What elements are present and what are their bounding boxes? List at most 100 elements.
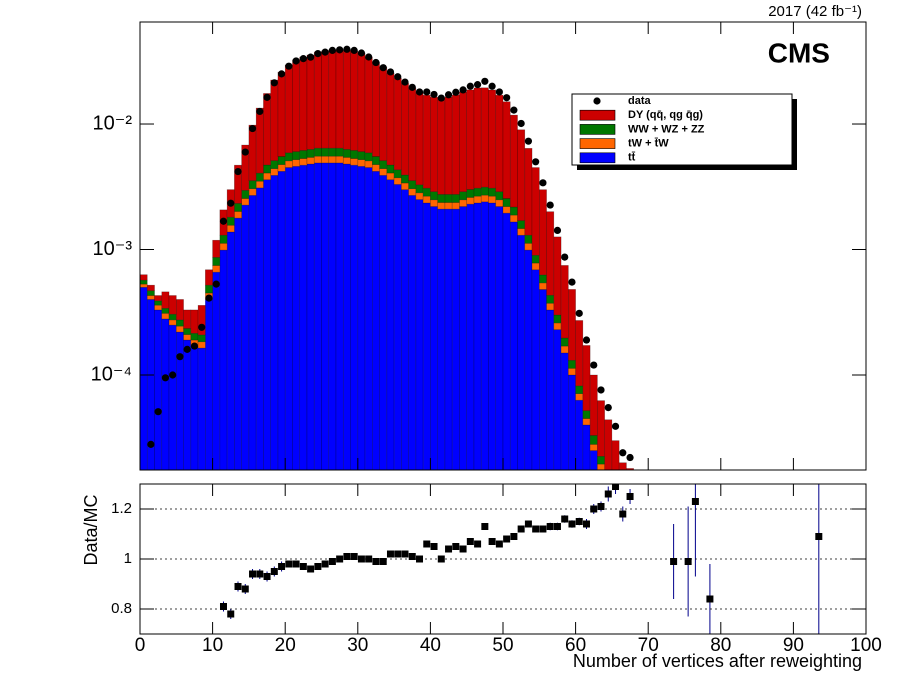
bar bbox=[502, 198, 511, 207]
data-point bbox=[503, 94, 511, 102]
bar bbox=[306, 54, 315, 150]
data-point bbox=[619, 449, 627, 457]
ratio-point bbox=[423, 540, 431, 548]
ratio-point bbox=[604, 490, 612, 498]
data-point bbox=[452, 88, 460, 96]
bar bbox=[176, 325, 184, 333]
bar bbox=[437, 202, 446, 210]
ratio-point bbox=[408, 553, 416, 560]
ratio-point bbox=[517, 525, 525, 533]
bar bbox=[437, 97, 446, 195]
data-point bbox=[234, 167, 242, 176]
data-point bbox=[510, 106, 518, 114]
data-point bbox=[532, 158, 540, 166]
bar bbox=[328, 49, 337, 149]
bar bbox=[611, 440, 620, 470]
bar bbox=[183, 328, 192, 335]
bar bbox=[582, 410, 591, 419]
data-point bbox=[539, 179, 547, 187]
ratio-point bbox=[474, 540, 482, 548]
x-tick-label: 100 bbox=[850, 635, 882, 656]
ratio-point bbox=[481, 523, 489, 530]
bar bbox=[538, 274, 547, 284]
bar bbox=[342, 149, 351, 158]
bar bbox=[168, 324, 177, 470]
bar bbox=[263, 93, 271, 166]
bar bbox=[488, 89, 497, 189]
bar bbox=[451, 208, 460, 470]
data-point bbox=[437, 94, 445, 102]
bar bbox=[401, 82, 409, 176]
y-axis-label: Data/MC bbox=[81, 494, 101, 565]
legend-swatch bbox=[579, 109, 616, 121]
bar bbox=[393, 177, 402, 185]
data-point bbox=[357, 49, 366, 57]
bar bbox=[313, 147, 322, 157]
bar bbox=[393, 184, 402, 470]
bar bbox=[546, 211, 555, 296]
ratio-point bbox=[553, 523, 561, 530]
data-point bbox=[561, 253, 569, 261]
bar bbox=[226, 224, 235, 233]
bar bbox=[350, 50, 359, 151]
bar bbox=[248, 124, 257, 181]
ratio-point bbox=[219, 603, 227, 610]
bar bbox=[604, 419, 613, 470]
ratio-point bbox=[379, 558, 387, 565]
bar bbox=[255, 107, 264, 174]
data-point bbox=[176, 353, 184, 361]
bar bbox=[146, 295, 155, 300]
data-point bbox=[444, 91, 453, 99]
bar bbox=[473, 187, 482, 197]
bar bbox=[270, 168, 279, 176]
bar bbox=[292, 151, 301, 160]
bar bbox=[299, 158, 308, 166]
bar bbox=[263, 179, 271, 470]
bar bbox=[277, 156, 286, 165]
ratio-point bbox=[684, 558, 692, 565]
bar bbox=[255, 172, 264, 182]
ratio-point bbox=[539, 525, 547, 533]
bar bbox=[335, 155, 344, 164]
bar bbox=[255, 180, 264, 189]
data-point bbox=[481, 77, 489, 85]
bar bbox=[292, 59, 301, 152]
x-tick-label: 0 bbox=[135, 635, 146, 656]
ratio-point bbox=[328, 558, 336, 565]
ratio-point bbox=[466, 538, 474, 545]
y-tick-label: 10⁻³ bbox=[93, 238, 133, 260]
ratio-point bbox=[488, 538, 496, 545]
bar bbox=[212, 239, 221, 258]
bar bbox=[190, 309, 199, 334]
data-point bbox=[350, 46, 358, 55]
data-point bbox=[321, 48, 329, 56]
data-point bbox=[459, 86, 467, 94]
bar bbox=[459, 91, 468, 192]
bar bbox=[495, 94, 504, 192]
bar bbox=[451, 94, 460, 195]
bar bbox=[444, 194, 453, 203]
bar bbox=[357, 166, 366, 470]
data-point bbox=[328, 46, 336, 55]
bar bbox=[205, 269, 213, 286]
ratio-point bbox=[706, 595, 714, 603]
ratio-point bbox=[612, 484, 620, 490]
bar bbox=[451, 202, 460, 210]
data-point bbox=[343, 45, 351, 53]
bar bbox=[328, 155, 337, 164]
bar bbox=[234, 203, 242, 212]
bar bbox=[321, 162, 330, 470]
data-point bbox=[401, 78, 409, 86]
bar bbox=[197, 334, 206, 343]
bar bbox=[444, 202, 453, 210]
bar bbox=[524, 148, 533, 236]
bar bbox=[422, 195, 431, 204]
ratio-point bbox=[503, 535, 511, 543]
data-point bbox=[219, 217, 228, 225]
bar bbox=[393, 169, 402, 179]
ratio-point bbox=[815, 533, 823, 540]
bar bbox=[568, 289, 576, 361]
data-point bbox=[161, 374, 170, 382]
ratio-point bbox=[401, 550, 409, 558]
y-tick-label: 10⁻² bbox=[93, 112, 133, 134]
